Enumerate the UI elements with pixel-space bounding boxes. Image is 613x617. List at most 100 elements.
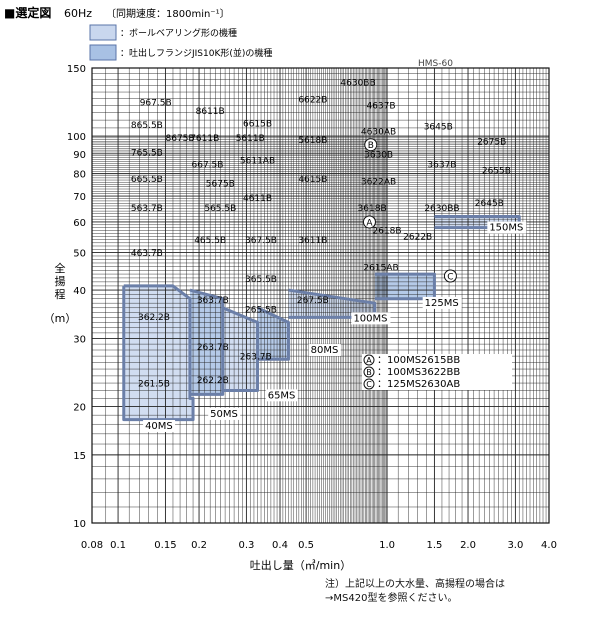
x-tick-label: 4.0: [541, 540, 557, 551]
pump-label: 465.5B: [194, 236, 226, 246]
y-axis-title-char: 揚: [55, 275, 66, 288]
mark-legend-bg: [362, 378, 512, 390]
pump-label: 8611B: [196, 107, 225, 117]
series-boundary-80MS: [256, 306, 290, 361]
pump-label: 263.7B: [197, 343, 229, 353]
mark-legend-bg: [362, 366, 512, 378]
y-tick-label: 30: [73, 334, 86, 345]
pump-label: 2675B: [477, 138, 506, 148]
pump-label: 261.5B: [138, 380, 170, 390]
mark-legend-circle: [363, 378, 375, 390]
series-area: [189, 290, 223, 395]
x-tick-label: 0.4: [272, 540, 288, 551]
pump-label: 3630B: [364, 151, 393, 161]
series-label-50MS: 50MS: [210, 409, 238, 420]
pump-label: 3637B: [427, 160, 456, 170]
x-tick-label: 0.3: [238, 540, 254, 551]
y-tick-label: 40: [73, 286, 86, 297]
pump-label: 4611B: [243, 194, 272, 204]
pump-label: 463.7B: [131, 249, 163, 259]
series-boundary-125MS: [374, 272, 436, 301]
legend-label: ：ボールベアリング形の機種: [120, 27, 237, 39]
y-tick-label: 60: [73, 218, 86, 229]
pump-label: 4615B: [298, 175, 327, 185]
series-boundary-65MS: [222, 306, 260, 393]
pump-label: 367.5B: [245, 236, 277, 246]
title-frequency: 60Hz: [64, 7, 92, 20]
pump-label: 6615B: [243, 119, 272, 129]
series-label-bg: [308, 344, 341, 357]
mark-legend-bg: [362, 354, 512, 366]
pump-label: 3611B: [298, 236, 327, 246]
y-tick-label: 20: [73, 403, 86, 414]
pump-label: 4630AB: [361, 127, 396, 137]
model-series-label: HMS-60: [418, 59, 453, 69]
note-line-1: 注）上記以上の大水量、高揚程の場合は: [325, 579, 505, 590]
y-tick-label: 100: [67, 132, 86, 143]
pump-label: 3618B: [358, 204, 387, 214]
series-boundary-100MS: [288, 288, 377, 319]
x-tick-label: 2.0: [460, 540, 476, 551]
y-tick-label: 10: [73, 519, 86, 530]
pump-label: 363.7B: [197, 296, 229, 306]
pump-label: 967.5B: [140, 98, 172, 108]
pump-label: 2618B: [373, 227, 402, 237]
series-area: [288, 290, 375, 318]
pump-label: 265.5B: [245, 306, 277, 316]
pump-label: 7611B: [190, 134, 219, 144]
y-tick-label: 80: [73, 170, 86, 181]
series-area: [222, 307, 258, 391]
x-tick-label: 3.0: [507, 540, 523, 551]
series-label-bg: [143, 419, 176, 432]
plot-frame: [91, 67, 550, 524]
y-tick-label: 90: [73, 150, 86, 161]
y-axis-title-char: 全: [55, 261, 66, 275]
x-tick-label: 1.5: [426, 540, 442, 551]
series-label-bg: [208, 407, 241, 420]
series-boundary-40MS: [122, 284, 195, 422]
series-label-100MS: 100MS: [353, 313, 387, 324]
mark-letter-C: C: [447, 272, 453, 282]
x-tick-label: 0.2: [191, 540, 207, 551]
mark-legend-letter: B: [366, 368, 372, 377]
pump-label: 563.7B: [131, 204, 163, 214]
pump-label: 8675B: [166, 134, 195, 144]
pump-label: 5611B: [236, 134, 265, 144]
pump-label: 2630BB: [424, 204, 459, 214]
series-label-80MS: 80MS: [311, 345, 339, 356]
pump-label: 3622AB: [361, 177, 396, 187]
pump-label: 5675B: [206, 180, 235, 190]
series-area: [123, 285, 194, 420]
series-label-40MS: 40MS: [145, 421, 173, 432]
mark-legend-text: ：100MS3622BB: [377, 367, 460, 378]
series-area: [257, 307, 289, 360]
mark-legend-text: ：100MS2615BB: [377, 355, 460, 366]
pump-label: 365.5B: [245, 275, 277, 285]
mark-letter-B: B: [368, 141, 374, 151]
pump-label: 2645B: [475, 199, 504, 209]
pump-label: 565.5B: [204, 204, 236, 214]
mark-circle-B: [364, 138, 378, 152]
pump-label: 4630BB: [340, 79, 375, 89]
series-label-bg: [351, 312, 391, 325]
mark-legend-circle: [363, 354, 375, 366]
y-axis-title-unit: （m）: [44, 312, 77, 325]
pump-label: 667.5B: [192, 160, 224, 170]
series-label-bg: [487, 221, 527, 234]
pump-label: 2655B: [482, 167, 511, 177]
title-speed: 〔同期速度：1800min⁻¹〕: [106, 7, 230, 20]
x-tick-label: 0.5: [298, 540, 314, 551]
pump-label: 765.5B: [131, 149, 163, 159]
x-tick-label: 0.08: [81, 540, 103, 551]
x-axis-title: 吐出し量（㎥/min）: [250, 558, 351, 572]
mark-legend-letter: C: [366, 380, 372, 389]
mark-legend-text: ：125MS2630AB: [377, 379, 460, 390]
series-label-bg: [265, 389, 298, 402]
pump-label: 865.5B: [131, 121, 163, 131]
mark-circle-A: [362, 215, 376, 229]
note-line-2: →MS420型を参照ください。: [325, 593, 458, 604]
mark-legend-circle: [363, 366, 375, 378]
series-label-65MS: 65MS: [268, 390, 296, 401]
